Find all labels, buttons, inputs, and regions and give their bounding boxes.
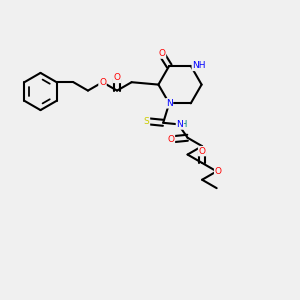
Text: H: H [181, 120, 187, 129]
Text: NH: NH [192, 61, 206, 70]
Text: O: O [99, 78, 106, 87]
Text: O: O [215, 167, 222, 176]
Text: O: O [167, 135, 174, 144]
Text: N: N [176, 120, 183, 129]
Text: N: N [166, 99, 172, 108]
Text: O: O [114, 74, 121, 82]
Text: S: S [144, 117, 149, 126]
Text: O: O [158, 49, 166, 58]
Text: O: O [199, 147, 206, 156]
